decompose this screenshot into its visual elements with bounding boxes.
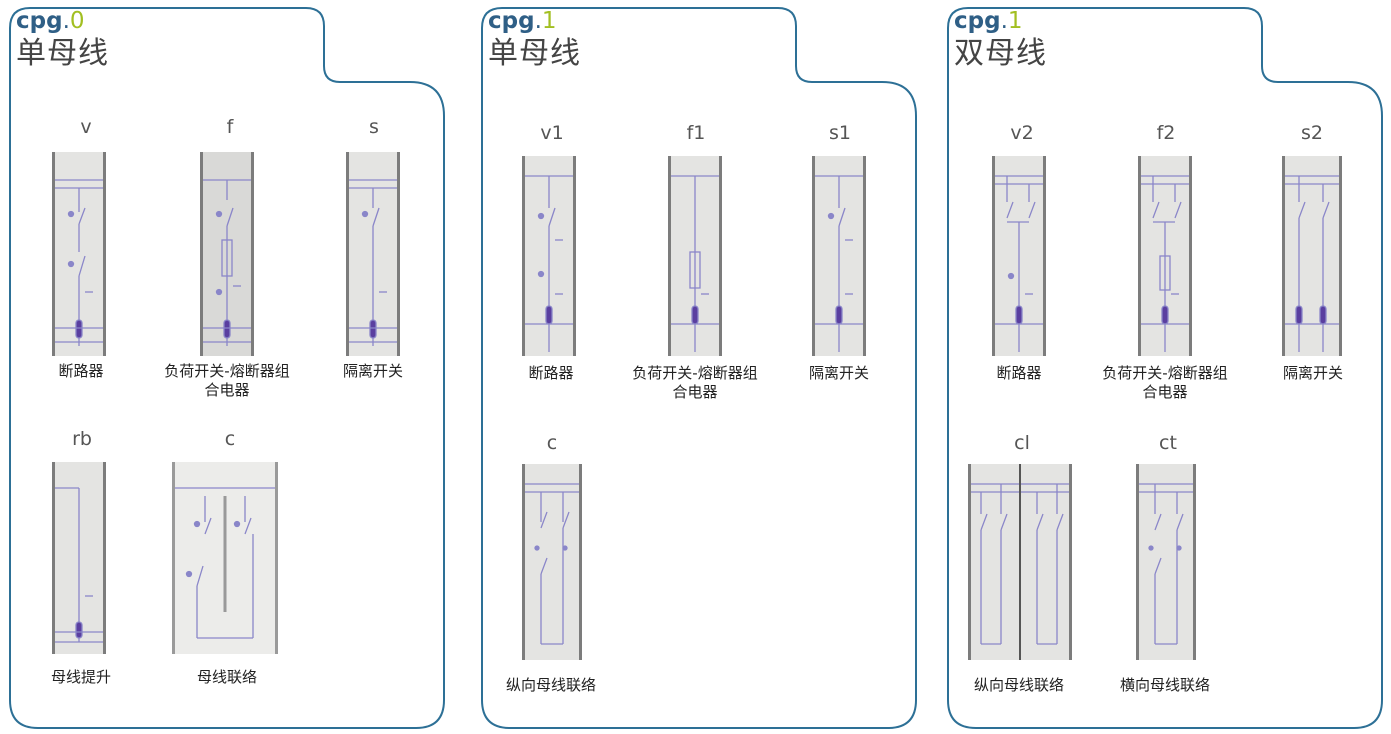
item-caption: 母线联络 [196,668,257,686]
item-code: s2 [1301,122,1323,144]
longitudinal-coupler-symbol-icon [971,464,1069,660]
longitudinal-coupler-symbol-icon [525,483,579,645]
bus-coupler-symbol-icon [175,487,275,639]
item-diagram-bus-riser [52,462,106,654]
item-code: s1 [829,122,851,144]
panel-title: cpg.1 双母线 [954,10,1047,69]
item-code: s [369,116,379,138]
breaker-symbol-icon [995,175,1043,352]
item-caption: 纵向母线联络 [505,676,596,694]
item-caption: 负荷开关-熔断器组合电器 [632,364,758,401]
item-code: f [226,116,234,138]
panel-name: 单母线 [16,36,109,71]
fuse-switch-symbol-icon [1141,175,1189,352]
item-diagram-disconnector [346,152,400,356]
item-diagram-breaker [522,156,576,356]
panel-cpg0: cpg.0 单母线 v 断路器 f [0,0,452,734]
panel-frame [481,7,917,729]
panel-name: 单母线 [488,36,581,71]
fuse-switch-symbol-icon [671,175,719,352]
panel-dot: . [1000,8,1008,34]
panel-code: cpg [16,8,63,34]
item-caption: 负荷开关-熔断器组合电器 [164,362,290,399]
panel-frame [947,7,1383,729]
disconnector-symbol-icon [815,175,863,352]
panel-cpg1-double: cpg.1 双母线 v2 断路器 f2 [938,0,1390,734]
disconnector-symbol-icon [349,179,397,346]
item-diagram-fuse-switch [200,152,254,356]
item-caption: 断路器 [58,362,104,380]
bus-riser-symbol-icon [55,487,103,643]
item-caption: 母线提升 [50,668,111,686]
item-diagram-longitudinal-coupler [968,464,1072,660]
item-code: rb [72,428,92,450]
breaker-symbol-icon [525,175,573,352]
panel-title: cpg.1 单母线 [488,10,581,69]
item-code: v2 [1010,122,1034,144]
panel-version: 1 [541,8,557,34]
item-code: v1 [540,122,564,144]
item-code: ct [1159,432,1177,454]
fuse-switch-symbol-icon [203,179,251,346]
item-caption: 断路器 [528,364,574,382]
item-caption: 横向母线联络 [1119,676,1210,694]
item-code: cl [1014,432,1030,454]
item-code: c [546,432,558,454]
panel-title: cpg.0 单母线 [16,10,109,69]
item-caption: 隔离开关 [808,364,869,382]
item-diagram-fuse-switch [1138,156,1192,356]
item-caption: 断路器 [996,364,1042,382]
item-code: f2 [1156,122,1176,144]
item-caption: 隔离开关 [1282,364,1343,382]
item-diagram-disconnector [812,156,866,356]
breaker-symbol-icon [55,179,103,346]
item-caption: 纵向母线联络 [973,676,1064,694]
item-caption: 隔离开关 [342,362,403,380]
item-diagram-transverse-coupler [1136,464,1196,660]
item-code: v [80,116,92,138]
disconnector-symbol-icon [1285,175,1339,352]
panel-name: 双母线 [954,36,1047,71]
item-diagram-longitudinal-coupler [522,464,582,660]
panel-code: cpg [954,8,1001,34]
panel-version: 0 [69,8,85,34]
item-code: f1 [686,122,706,144]
item-diagram-breaker [52,152,106,356]
item-diagram-disconnector [1282,156,1342,356]
transverse-coupler-symbol-icon [1139,483,1193,645]
panel-dot: . [62,8,70,34]
panel-frame [9,7,445,729]
panel-version: 1 [1007,8,1023,34]
panel-dot: . [534,8,542,34]
item-code: c [224,428,236,450]
panel-code: cpg [488,8,535,34]
item-diagram-bus-coupler [172,462,278,654]
item-diagram-fuse-switch [668,156,722,356]
panel-cpg1-single: cpg.1 单母线 v1 断路器 f1 负荷开关 [472,0,924,734]
item-diagram-breaker [992,156,1046,356]
item-caption: 负荷开关-熔断器组合电器 [1102,364,1228,401]
